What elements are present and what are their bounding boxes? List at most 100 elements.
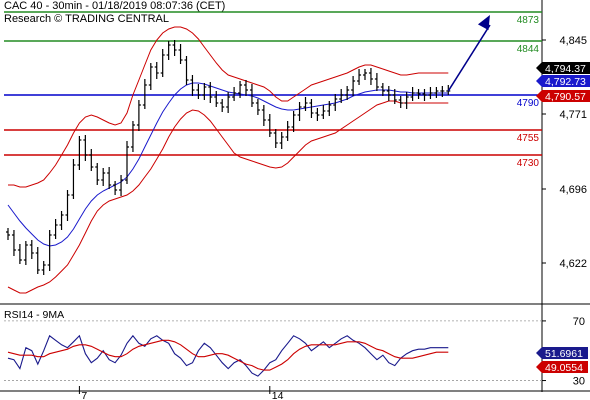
forecast-arrow-shaft — [447, 24, 491, 92]
price-tag-text: 4,790.57 — [545, 91, 586, 103]
y-tick-label: 4,771 — [559, 109, 587, 121]
price-bar — [386, 86, 391, 101]
y-tick-label: 4,622 — [559, 258, 587, 270]
price-bar — [113, 181, 118, 195]
level-label-4873: 4873 — [517, 15, 540, 26]
series-rsi-ma — [7, 339, 449, 371]
price-bar — [160, 49, 165, 77]
rsi-tag-bg — [536, 347, 588, 359]
price-bar — [196, 84, 201, 99]
price-bar — [178, 44, 183, 64]
price-bar — [208, 82, 213, 103]
price-tag-bg — [536, 62, 590, 74]
price-bar — [273, 129, 278, 148]
rsi-title: RSI14 - 9MA — [4, 309, 64, 321]
price-bar — [6, 228, 10, 240]
series-rsi — [7, 334, 449, 377]
price-bar — [404, 92, 409, 109]
price-bar — [89, 149, 94, 171]
price-bar — [291, 111, 296, 132]
price-bar — [202, 83, 207, 100]
price-bar — [339, 89, 344, 103]
price-bar — [119, 175, 124, 196]
price-bar — [130, 121, 135, 152]
price-bar — [29, 240, 34, 259]
chart-subtitle: Research © TRADING CENTRAL — [4, 13, 169, 25]
price-bar — [279, 132, 284, 149]
rsi-tag: 51.6961 — [536, 347, 588, 360]
x-tick-label: 7 — [81, 390, 87, 400]
price-bar — [368, 68, 373, 85]
rsi-tag-text: 49.0554 — [545, 362, 583, 374]
price-bar — [428, 87, 433, 99]
price-bar — [327, 101, 332, 116]
level-label-4844: 4844 — [517, 44, 540, 55]
price-bar — [297, 102, 302, 121]
price-bar — [392, 89, 397, 104]
forecast-arrowhead — [477, 15, 490, 31]
price-bar — [363, 69, 367, 80]
price-bar — [410, 87, 415, 101]
rsi-panel: RSI14 - 9MA 30 70 51.6961 49.0554 — [4, 309, 588, 388]
price-bar — [65, 190, 70, 221]
price-tag: 4,794.37 — [536, 62, 590, 75]
price-tag: 4,792.73 — [536, 75, 590, 88]
price-bar — [285, 121, 290, 141]
price-bar — [172, 40, 177, 56]
y-tick-label: 4,845 — [559, 35, 587, 47]
price-tag-bg — [536, 90, 590, 102]
price-bar — [321, 105, 326, 119]
price-bar — [255, 99, 260, 115]
price-bar — [232, 87, 237, 101]
price-bar — [238, 81, 243, 98]
price-bar — [374, 73, 379, 91]
price-bar — [35, 247, 40, 274]
price-bar — [11, 230, 16, 256]
price-bar — [345, 86, 350, 100]
price-bar — [107, 167, 112, 189]
price-bar — [440, 86, 445, 97]
price-bar — [23, 241, 28, 265]
rsi-tag-text: 51.6961 — [545, 348, 583, 360]
price-bar — [83, 135, 88, 161]
price-bar — [148, 63, 153, 90]
price-bar — [184, 56, 189, 85]
rsi-tick-label: 70 — [573, 316, 585, 328]
price-panel: 4,622 4,696 4,771 4,845 4873 4844 4790 4755 4730… — [0, 0, 590, 392]
price-bar — [357, 69, 362, 85]
price-bar — [166, 41, 171, 60]
series-bollinger-lower — [7, 100, 449, 294]
rsi-tag-bg — [536, 361, 588, 373]
price-bar — [416, 89, 421, 99]
price-bar — [422, 89, 427, 101]
price-bar — [190, 75, 195, 96]
price-bar — [303, 97, 308, 111]
price-bar — [154, 62, 159, 79]
price-tag: 4,790.57 — [536, 90, 590, 103]
level-label-4790: 4790 — [517, 98, 540, 109]
price-bar — [333, 94, 338, 111]
price-tag-text: 4,792.73 — [545, 76, 586, 88]
price-bar — [351, 76, 356, 96]
price-bar — [41, 261, 46, 275]
price-bar — [267, 114, 272, 137]
price-bar — [380, 83, 385, 96]
price-bar — [398, 96, 403, 108]
x-axis: 7 14 — [78, 386, 284, 400]
level-label-4730: 4730 — [517, 158, 540, 169]
price-bar — [214, 91, 219, 107]
level-label-4755: 4755 — [517, 133, 540, 144]
price-bar — [136, 100, 141, 131]
y-tick-label: 4,696 — [559, 184, 587, 196]
price-bar — [249, 84, 254, 107]
price-tag-bg — [536, 75, 590, 87]
rsi-tag: 49.0554 — [536, 361, 588, 374]
price-tag-text: 4,794.37 — [545, 63, 586, 75]
chart-title: CAC 40 - 30min - 01/18/2019 08:07:36 (CE… — [4, 0, 226, 12]
price-bar — [226, 92, 231, 113]
price-bar — [95, 163, 100, 185]
price-bar — [309, 99, 314, 118]
price-bar — [315, 108, 320, 121]
price-bar — [125, 141, 129, 184]
